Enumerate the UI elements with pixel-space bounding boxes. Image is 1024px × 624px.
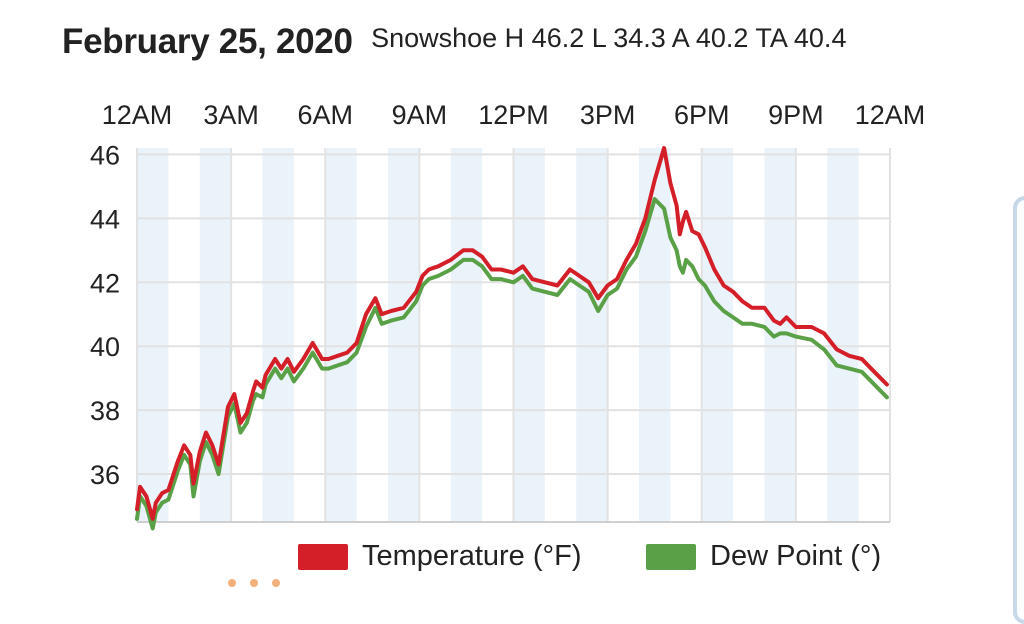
- y-tick-label: 40: [90, 332, 120, 362]
- hour-band: [701, 148, 734, 522]
- hour-band: [450, 148, 483, 522]
- hour-bands: [137, 148, 859, 522]
- dew-point-swatch: [646, 543, 696, 570]
- hour-band: [325, 148, 357, 522]
- y-tick-label: 46: [90, 140, 120, 170]
- x-tick-label: 9AM: [392, 100, 448, 130]
- y-tick-label: 44: [90, 204, 120, 234]
- y-tick-label: 42: [90, 268, 120, 298]
- x-tick-label: 12PM: [478, 100, 549, 130]
- x-tick-label: 12AM: [855, 100, 926, 130]
- legend-item-temperature[interactable]: Temperature (°F): [298, 540, 581, 573]
- x-tick-label: 3AM: [203, 100, 259, 130]
- x-axis-labels: 12AM 3AM 6AM 9AM 12PM 3PM 6PM 9PM 12AM: [102, 100, 926, 130]
- chart-header: February 25, 2020 Snowshoe H 46.2 L 34.3…: [62, 22, 846, 62]
- page-dot: [272, 579, 280, 587]
- hour-band: [513, 148, 545, 522]
- hour-band: [576, 148, 608, 522]
- y-tick-label: 36: [90, 460, 120, 490]
- weather-line-chart: 12AM 3AM 6AM 9AM 12PM 3PM 6PM 9PM 12AM 36 38 40 42 4…: [90, 100, 926, 531]
- date-title: February 25, 2020: [62, 22, 353, 61]
- x-tick-label: 12AM: [102, 100, 173, 130]
- station-stats: Snowshoe H 46.2 L 34.3 A 40.2 TA 40.4: [371, 23, 847, 53]
- hour-band: [262, 148, 294, 522]
- hour-band: [827, 148, 859, 522]
- chart-legend: Temperature (°F) Dew Point (°): [0, 540, 1024, 580]
- page-dot: [228, 579, 236, 587]
- hour-band: [388, 148, 420, 522]
- legend-label-temperature: Temperature (°F): [362, 540, 582, 572]
- page-indicator-dots: [228, 574, 294, 592]
- x-tick-label: 6AM: [297, 100, 353, 130]
- page-dot: [250, 579, 258, 587]
- series-lines: [135, 146, 889, 531]
- temperature-swatch: [298, 543, 348, 570]
- y-tick-label: 38: [90, 396, 120, 426]
- x-tick-label: 9PM: [768, 100, 824, 130]
- grid-lines: [136, 148, 891, 523]
- x-tick-label: 3PM: [580, 100, 636, 130]
- hour-band: [137, 148, 169, 522]
- legend-label-dew-point: Dew Point (°): [710, 540, 882, 572]
- series-line-temperature-f: [135, 146, 889, 521]
- y-axis-labels: 36 38 40 42 44 46: [90, 140, 120, 490]
- x-tick-label: 6PM: [674, 100, 730, 130]
- legend-item-dew-point[interactable]: Dew Point (°): [646, 540, 881, 573]
